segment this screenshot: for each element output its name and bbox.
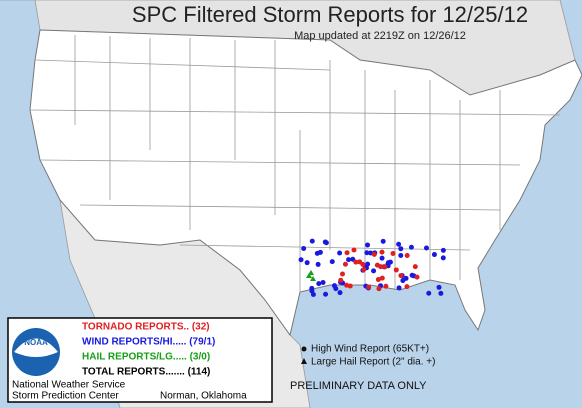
wind-report bbox=[440, 255, 446, 261]
tornado-report bbox=[376, 286, 382, 292]
hail-count: HAIL REPORTS/LG..... (3/0) bbox=[82, 352, 210, 363]
wind-report bbox=[346, 257, 352, 263]
wind-report bbox=[379, 255, 385, 261]
tornado-report bbox=[361, 267, 367, 273]
wind-report bbox=[423, 245, 429, 251]
wind-report bbox=[315, 261, 321, 267]
tornado-report bbox=[374, 262, 380, 268]
wind-report bbox=[298, 257, 304, 263]
wind-report bbox=[409, 272, 415, 278]
wind-report bbox=[380, 238, 386, 244]
wind-report bbox=[316, 281, 322, 287]
location: Norman, Oklahoma bbox=[160, 391, 247, 402]
tornado-report bbox=[375, 277, 381, 283]
tornado-report bbox=[351, 247, 357, 253]
high-wind-symbol bbox=[301, 346, 307, 352]
wind-report bbox=[337, 250, 343, 256]
wind-report bbox=[329, 259, 335, 265]
tornado-report bbox=[379, 249, 385, 255]
wind-report bbox=[365, 242, 371, 248]
noaa-logo-text: NOAA bbox=[24, 338, 48, 347]
wind-report bbox=[426, 290, 432, 296]
wind-report bbox=[304, 260, 310, 266]
noaa-logo-band bbox=[14, 338, 58, 357]
tornado-report bbox=[338, 277, 344, 283]
wind-report bbox=[322, 239, 328, 245]
tornado-report bbox=[347, 283, 353, 289]
wind-report bbox=[309, 238, 315, 244]
state-lines bbox=[29, 35, 561, 292]
tornado-report bbox=[412, 264, 418, 270]
tornado-report bbox=[344, 250, 350, 256]
hail-report bbox=[308, 270, 314, 275]
wind-report bbox=[431, 252, 437, 258]
tornado-report bbox=[404, 252, 410, 258]
report-markers bbox=[298, 238, 446, 297]
tornado-report bbox=[371, 251, 377, 257]
tornado-report bbox=[414, 274, 420, 280]
total-count: TOTAL REPORTS....... (114) bbox=[82, 367, 210, 378]
wind-report bbox=[398, 246, 404, 252]
subtitle: Map updated at 2219Z on 12/26/12 bbox=[294, 30, 466, 42]
tornado-report bbox=[340, 271, 346, 277]
wind-report bbox=[365, 261, 371, 267]
wind-report bbox=[337, 290, 343, 296]
tornado-report bbox=[382, 264, 388, 270]
tornado-report bbox=[342, 261, 348, 267]
wind-report bbox=[323, 291, 329, 297]
wind-report bbox=[408, 244, 414, 250]
large-hail-symbol bbox=[301, 358, 307, 364]
preliminary-note: PRELIMINARY DATA ONLY bbox=[290, 380, 427, 392]
agency: National Weather Service bbox=[12, 380, 126, 391]
wind-report bbox=[320, 280, 326, 286]
high-wind-label: High Wind Report (65KT+) bbox=[311, 344, 429, 355]
hail-report bbox=[310, 276, 316, 281]
hail-report bbox=[306, 273, 312, 278]
wind-report bbox=[310, 291, 316, 297]
tornado-report bbox=[390, 250, 396, 256]
wind-report bbox=[440, 247, 446, 253]
wind-report bbox=[436, 284, 442, 290]
tornado-report bbox=[383, 283, 389, 289]
large-hail-label: Large Hail Report (2" dia. +) bbox=[311, 357, 435, 368]
wind-report bbox=[438, 290, 444, 296]
wind-report bbox=[331, 283, 337, 289]
wind-report bbox=[398, 252, 404, 258]
tornado-report bbox=[379, 275, 385, 281]
wind-report bbox=[317, 249, 323, 255]
tornado-report bbox=[353, 259, 359, 265]
wind-report bbox=[403, 275, 409, 281]
title: SPC Filtered Storm Reports for 12/25/12 bbox=[132, 2, 528, 27]
wind-report bbox=[371, 268, 377, 274]
wind-report bbox=[364, 250, 370, 256]
tornado-report bbox=[366, 284, 372, 290]
wind-report bbox=[396, 285, 402, 291]
tornado-report bbox=[398, 273, 404, 279]
center: Storm Prediction Center bbox=[12, 391, 119, 402]
wind-report bbox=[396, 241, 402, 247]
wind-count: WIND REPORTS/HI..... (79/1) bbox=[82, 337, 215, 348]
tornado-report bbox=[404, 284, 410, 290]
tornado-count: TORNADO REPORTS.. (32) bbox=[82, 322, 210, 333]
wind-report bbox=[301, 245, 307, 251]
tornado-report bbox=[393, 267, 399, 273]
tornado-report bbox=[360, 261, 366, 267]
